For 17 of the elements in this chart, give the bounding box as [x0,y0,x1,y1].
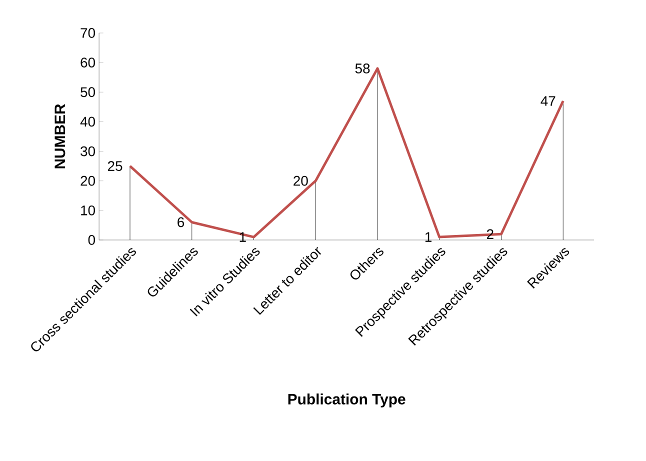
y-axis-title: NUMBER [54,104,66,168]
data-label: 58 [355,64,370,74]
y-tick-label: 40 [80,116,96,127]
data-label: 25 [108,161,122,171]
y-tick-label: 70 [80,28,96,38]
x-axis-title: Publication Type [288,394,406,408]
data-label: 20 [294,176,308,186]
data-label: 2 [486,229,494,239]
y-tick-label: 50 [80,87,96,98]
y-tick-label: 20 [80,176,96,186]
y-tick-label: 10 [81,205,96,216]
y-tick-label: 60 [80,58,96,68]
data-label: 6 [178,217,184,228]
data-label: 47 [540,96,556,106]
y-tick-label: 30 [80,146,96,156]
data-label: 1 [425,232,432,242]
y-tick-label: 0 [88,235,96,245]
